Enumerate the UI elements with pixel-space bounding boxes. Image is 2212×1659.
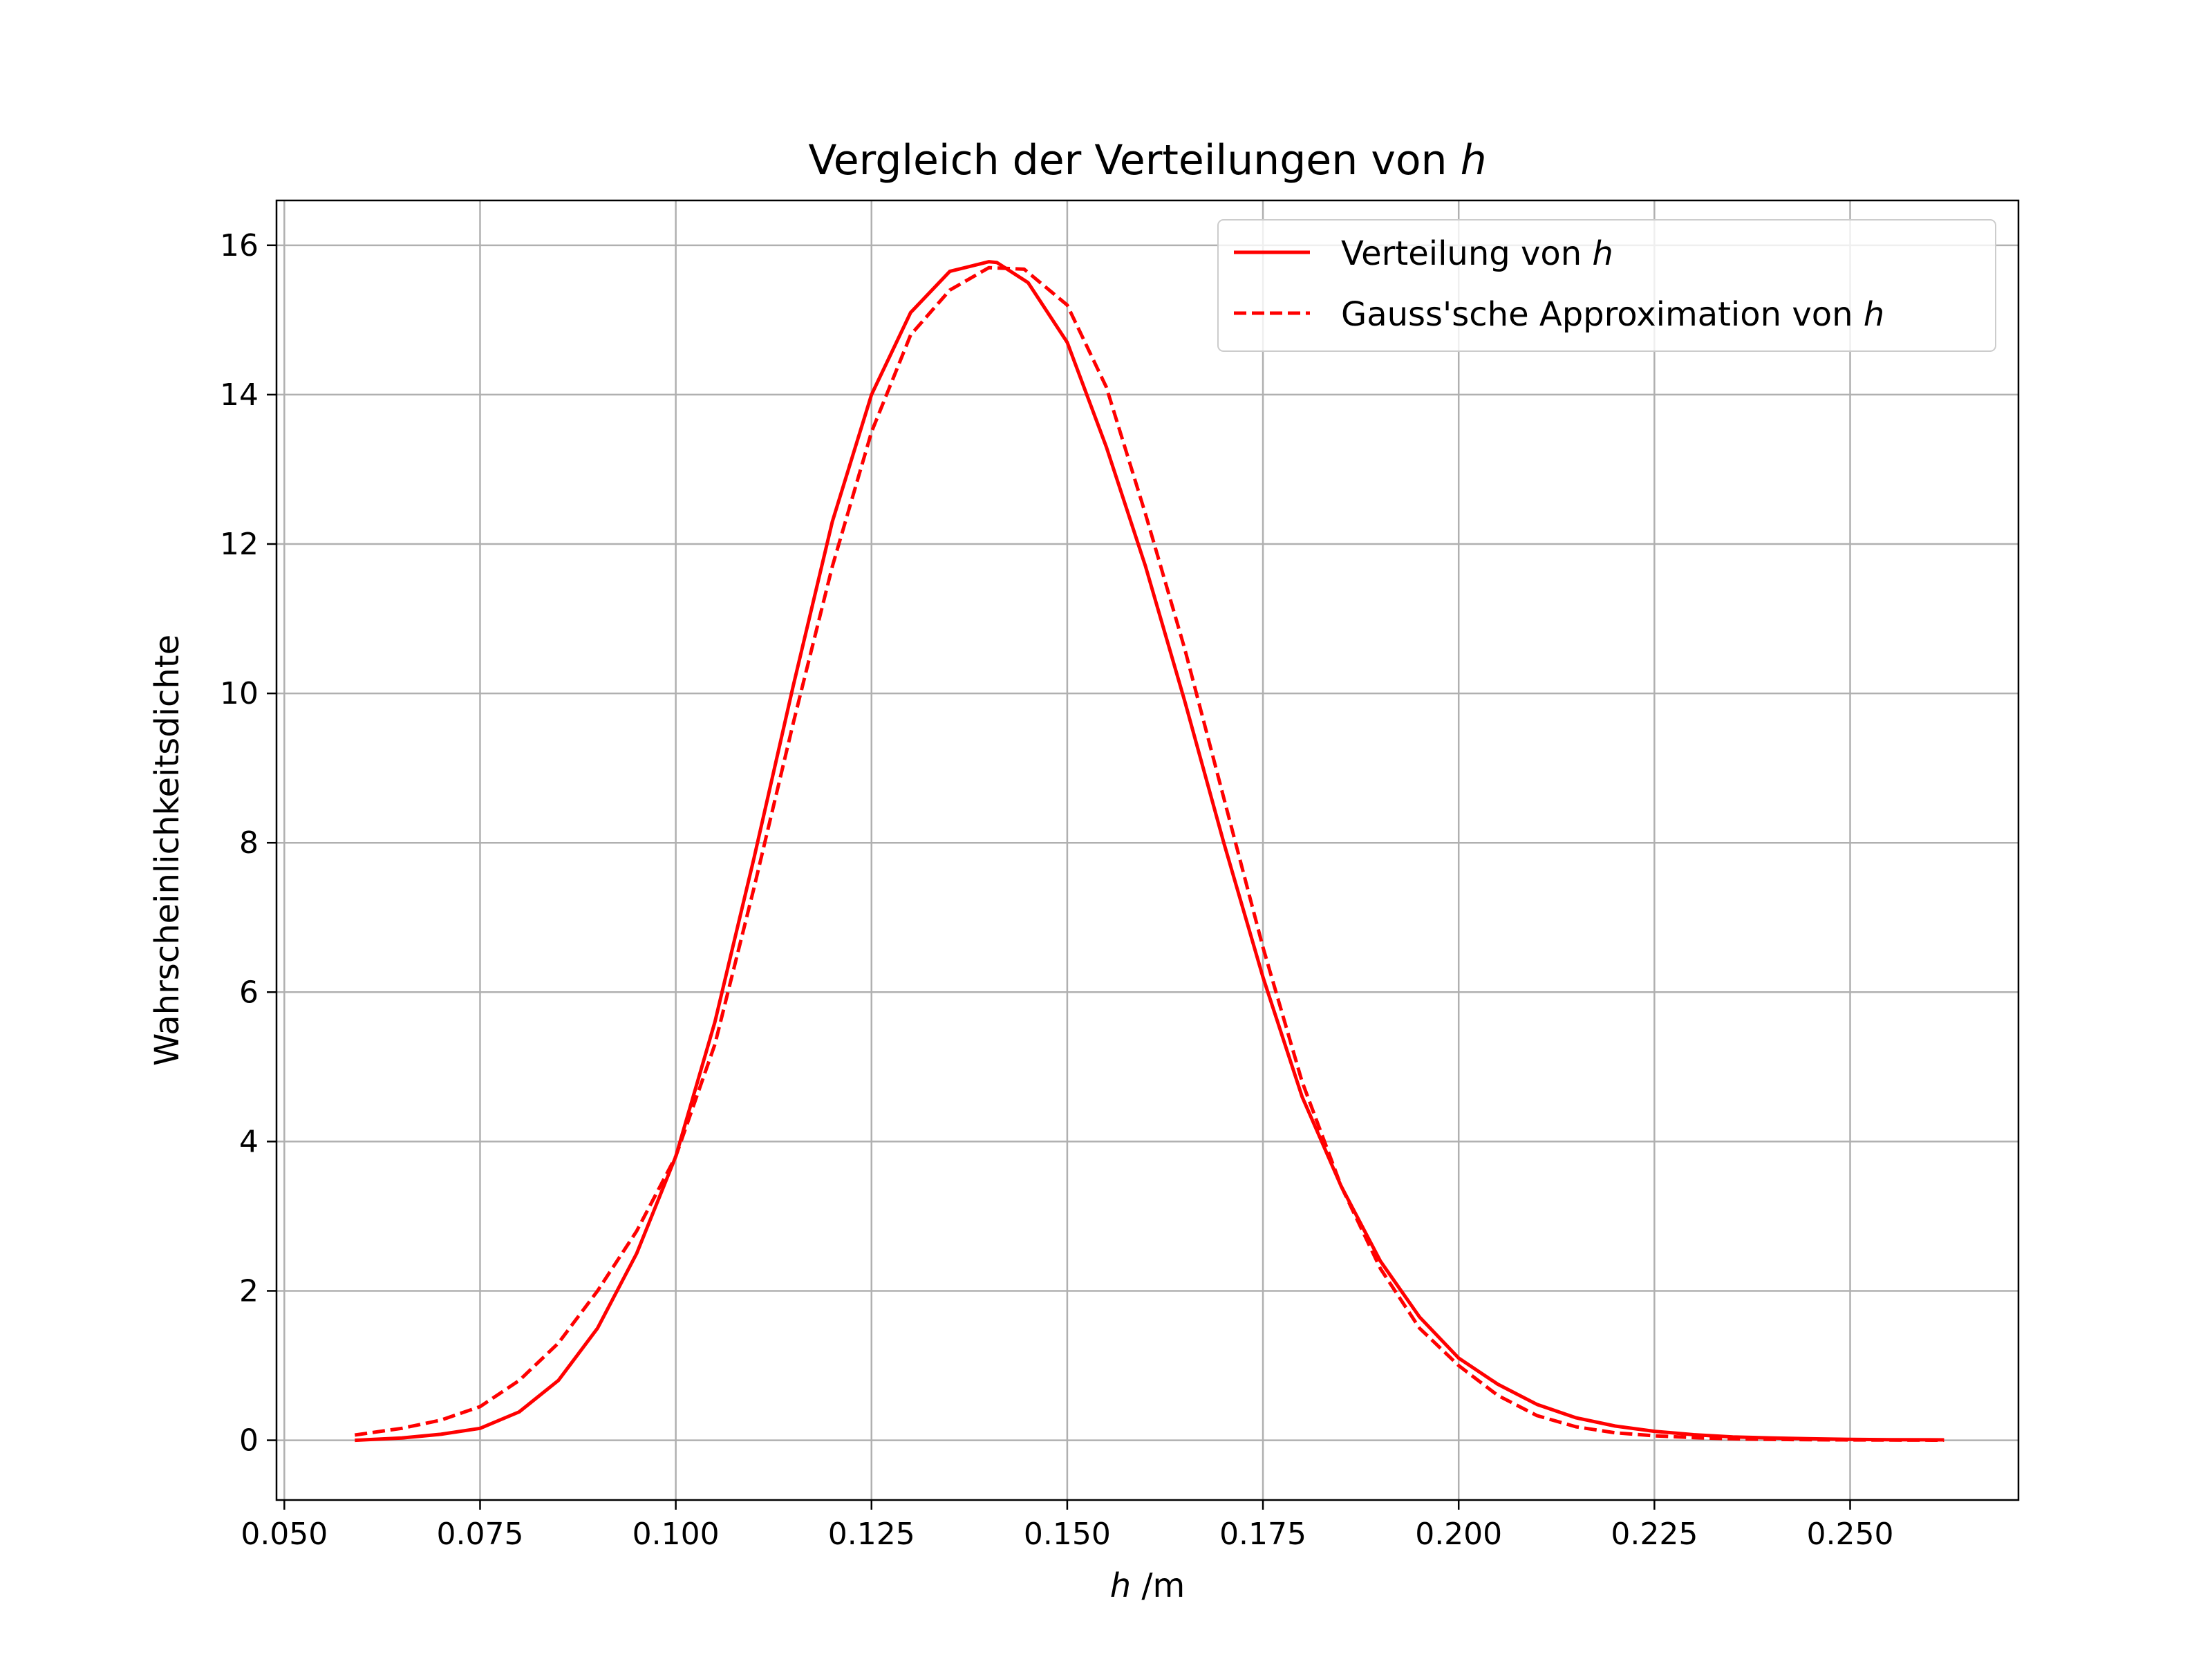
ticks: 0.050 0.075 0.100 0.125 0.150 0.175 0.200 0.225… (220, 228, 1893, 1552)
series-layer (354, 260, 1944, 1443)
x-tick-label: 0.100 (632, 1517, 720, 1552)
y-tick-label: 10 (220, 676, 259, 711)
y-tick-label: 14 (220, 377, 259, 413)
y-axis-label: Wahrscheinlichkeitsdichte (148, 635, 187, 1066)
legend-box (1217, 219, 1996, 352)
series-line-verteilung (355, 260, 1944, 1443)
y-tick-label: 6 (239, 975, 259, 1010)
x-tick-label: 0.200 (1415, 1517, 1502, 1552)
legend-label-verteilung: Verteilung von h (1341, 234, 1613, 273)
y-tick-label: 12 (220, 527, 259, 562)
y-tick-label: 4 (239, 1124, 259, 1159)
y-tick-label: 16 (220, 228, 259, 263)
chart-title: Vergleich der Verteilungen von h (808, 136, 1486, 185)
x-axis-label: h /m (1110, 1566, 1185, 1605)
y-tick-label: 8 (239, 825, 259, 861)
y-tick-label: 0 (239, 1423, 259, 1459)
x-tick-label: 0.175 (1219, 1517, 1306, 1552)
axes-frame (275, 199, 2020, 1501)
x-tick-label: 0.225 (1611, 1517, 1698, 1552)
x-tick-label: 0.150 (1024, 1517, 1111, 1552)
legend-label-gauss: Gauss'sche Approximation von h (1341, 295, 1884, 334)
x-tick-label: 0.125 (828, 1517, 915, 1552)
series-line-gauss (354, 265, 1944, 1442)
x-tick-label: 0.075 (436, 1517, 523, 1552)
x-tick-label: 0.250 (1807, 1517, 1894, 1552)
legend: Verteilung von h Gauss'sche Approximatio… (1217, 219, 1996, 352)
y-tick-label: 2 (239, 1273, 259, 1309)
x-tick-label: 0.050 (241, 1517, 328, 1552)
